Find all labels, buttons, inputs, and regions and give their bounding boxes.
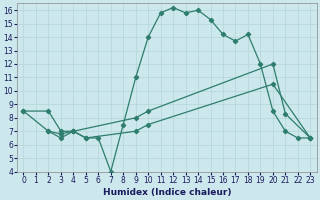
X-axis label: Humidex (Indice chaleur): Humidex (Indice chaleur) <box>103 188 231 197</box>
